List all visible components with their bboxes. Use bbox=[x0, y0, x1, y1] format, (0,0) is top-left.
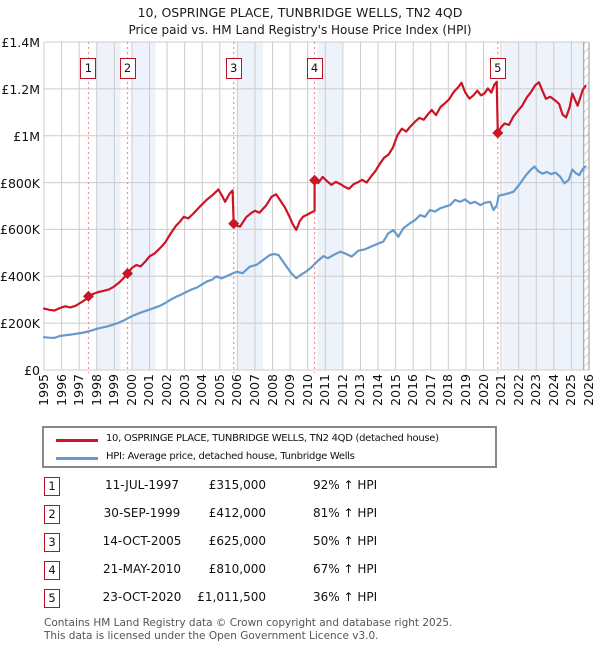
y-axis-label: £800K bbox=[0, 175, 41, 191]
transaction-price: £1,011,500 bbox=[197, 590, 266, 604]
transaction-number-badge: 5 bbox=[44, 589, 60, 608]
y-axis-label: £1.2M bbox=[1, 81, 40, 97]
sale-point-marker bbox=[228, 218, 240, 230]
legend-label-hpi: HPI: Average price, detached house, Tunb… bbox=[106, 451, 355, 462]
transaction-hpi-comparison: 81% ↑ HPI bbox=[313, 506, 378, 520]
sale-point-marker bbox=[82, 290, 94, 302]
transaction-hpi-comparison: 67% ↑ HPI bbox=[313, 562, 378, 576]
page-title: 10, OSPRINGE PLACE, TUNBRIDGE WELLS, TN2… bbox=[137, 5, 463, 20]
transaction-number-badge: 2 bbox=[44, 505, 60, 524]
x-axis-label: 2022 bbox=[510, 374, 526, 406]
transaction-price: £315,000 bbox=[208, 478, 266, 492]
x-axis-label: 2001 bbox=[141, 374, 157, 406]
hpi-line-swatch bbox=[56, 457, 98, 460]
chart-canvas bbox=[42, 41, 590, 373]
transaction-hpi-comparison: 92% ↑ HPI bbox=[313, 478, 378, 492]
x-axis-label: 2012 bbox=[334, 374, 350, 406]
x-axis-label: 2004 bbox=[194, 374, 210, 406]
x-axis-label: 2025 bbox=[563, 374, 579, 406]
x-axis-label: 2011 bbox=[317, 374, 333, 406]
x-axis-label: 2017 bbox=[422, 374, 438, 406]
transaction-hpi-comparison: 50% ↑ HPI bbox=[313, 534, 378, 548]
shaded-band bbox=[237, 42, 263, 370]
transaction-date: 23-OCT-2020 bbox=[102, 590, 182, 604]
sale-point-marker bbox=[122, 267, 134, 279]
x-axis-label: 2000 bbox=[123, 374, 139, 406]
transaction-row-2: 2 30-SEP-1999 £412,000 81% ↑ HPI bbox=[44, 505, 464, 525]
x-axis-label: 2006 bbox=[229, 374, 245, 406]
shaded-band bbox=[317, 42, 342, 370]
sale-marker-badge-1: 1 bbox=[80, 58, 97, 79]
shaded-band bbox=[96, 42, 121, 370]
hpi-line bbox=[42, 165, 587, 339]
transaction-row-4: 4 21-MAY-2010 £810,000 67% ↑ HPI bbox=[44, 561, 464, 581]
sale-point-marker bbox=[309, 174, 321, 186]
no-data-hatch bbox=[583, 42, 589, 370]
x-axis-label: 2010 bbox=[299, 374, 315, 406]
x-axis-label: 2023 bbox=[528, 374, 544, 406]
x-axis-label: 2015 bbox=[387, 374, 403, 406]
y-axis-label: £600K bbox=[0, 222, 41, 238]
page-subtitle: Price paid vs. HM Land Registry's House … bbox=[128, 23, 472, 37]
x-axis-label: 2016 bbox=[405, 374, 421, 406]
y-axis-label: £200K bbox=[0, 316, 41, 332]
y-axis-label: £1M bbox=[13, 128, 40, 144]
legend-label-price: 10, OSPRINGE PLACE, TUNBRIDGE WELLS, TN2… bbox=[106, 433, 439, 444]
footer-copyright: Contains HM Land Registry data © Crown c… bbox=[44, 617, 453, 629]
x-axis-label: 1995 bbox=[36, 374, 51, 406]
x-axis-label: 2003 bbox=[176, 374, 192, 406]
x-axis-label: 2005 bbox=[211, 374, 227, 406]
legend-item-hpi: HPI: Average price, detached house, Tunb… bbox=[44, 450, 495, 466]
x-axis-label: 2018 bbox=[440, 374, 456, 406]
x-axis-label: 2020 bbox=[475, 374, 491, 406]
transaction-price: £625,000 bbox=[208, 534, 266, 548]
x-axis-label: 1997 bbox=[71, 374, 87, 406]
transaction-date: 11-JUL-1997 bbox=[105, 478, 179, 492]
transaction-number-badge: 1 bbox=[44, 477, 60, 496]
x-axis-label: 2021 bbox=[493, 374, 509, 406]
sale-marker-badge-4: 4 bbox=[306, 58, 323, 79]
x-axis-label: 2014 bbox=[370, 374, 386, 406]
x-axis-label: 2024 bbox=[545, 374, 561, 406]
transaction-price: £412,000 bbox=[208, 506, 266, 520]
legend-item-price: 10, OSPRINGE PLACE, TUNBRIDGE WELLS, TN2… bbox=[44, 432, 495, 448]
sale-marker-badge-5: 5 bbox=[489, 58, 506, 79]
y-axis-label: £1.4M bbox=[1, 35, 40, 50]
y-axis-label: £0 bbox=[24, 363, 40, 378]
y-axis-label: £400K bbox=[0, 269, 41, 285]
x-axis-label: 1998 bbox=[88, 374, 104, 406]
sale-point-marker bbox=[492, 127, 504, 139]
transaction-price: £810,000 bbox=[208, 562, 266, 576]
price-line-swatch bbox=[56, 439, 98, 442]
transaction-hpi-comparison: 36% ↑ HPI bbox=[313, 590, 378, 604]
transaction-row-5: 5 23-OCT-2020 £1,011,500 36% ↑ HPI bbox=[44, 589, 464, 609]
x-axis-label: 2026 bbox=[581, 374, 596, 406]
x-axis-label: 2008 bbox=[264, 374, 280, 406]
shaded-band bbox=[502, 42, 584, 370]
transaction-date: 21-MAY-2010 bbox=[102, 562, 181, 576]
transaction-number-badge: 4 bbox=[44, 561, 60, 580]
x-axis-label: 2007 bbox=[246, 374, 262, 406]
shaded-band bbox=[131, 42, 156, 370]
transaction-date: 14-OCT-2005 bbox=[102, 534, 182, 548]
price-history-chart: 1 2 3 4 5 £0 £200K £400K £600K £800K £1M £1.2M £1.4M… bbox=[0, 35, 596, 406]
sale-marker-badge-3: 3 bbox=[225, 58, 242, 79]
chart-legend: 10, OSPRINGE PLACE, TUNBRIDGE WELLS, TN2… bbox=[42, 426, 497, 468]
transaction-row-3: 3 14-OCT-2005 £625,000 50% ↑ HPI bbox=[44, 533, 464, 553]
transaction-row-1: 1 11-JUL-1997 £315,000 92% ↑ HPI bbox=[44, 477, 464, 497]
transaction-date: 30-SEP-1999 bbox=[103, 506, 181, 520]
x-axis-label: 2009 bbox=[282, 374, 298, 406]
x-axis-label: 1999 bbox=[106, 374, 122, 406]
footer-licence: This data is licensed under the Open Gov… bbox=[44, 630, 379, 642]
x-axis-label: 2013 bbox=[352, 374, 368, 406]
transaction-number-badge: 3 bbox=[44, 533, 60, 552]
x-axis-label: 2002 bbox=[159, 374, 175, 406]
x-axis-label: 2019 bbox=[457, 374, 473, 406]
sale-marker-badge-2: 2 bbox=[119, 58, 136, 79]
x-axis-label: 1996 bbox=[53, 374, 69, 406]
price-paid-line bbox=[42, 80, 587, 312]
